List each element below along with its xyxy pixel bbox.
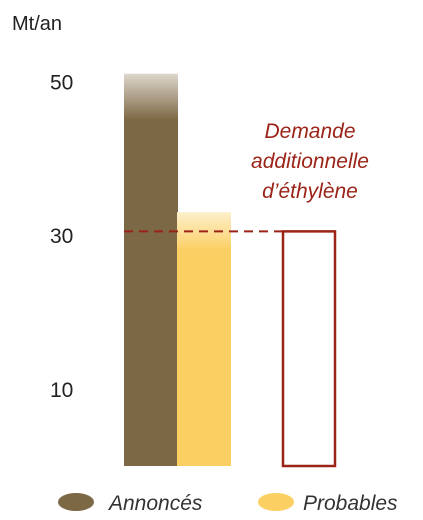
demand-annotation-line-3: d’éthylène (262, 180, 358, 203)
y-tick-label: 50 (50, 71, 73, 94)
y-axis-ticks: 50 30 10 (50, 71, 73, 402)
y-tick-label: 10 (50, 379, 73, 402)
legend: Annoncés Probables (58, 492, 398, 515)
legend-swatch-annonces (58, 493, 94, 511)
y-axis-unit-label: Mt/an (12, 13, 62, 35)
demand-outline-bar (281, 230, 337, 468)
demand-annotation-line-2: additionnelle (251, 150, 369, 173)
legend-swatch-probables (258, 493, 294, 511)
bar-annonces (124, 118, 178, 466)
demand-annotation-line-1: Demande (264, 120, 355, 143)
demand-annotation: Demande additionnelle d’éthylène (251, 120, 369, 203)
bar-fade-top-annonces (124, 73, 178, 120)
bars (124, 73, 231, 466)
legend-label-probables: Probables (303, 492, 398, 515)
y-tick-label: 30 (50, 225, 73, 248)
bar-probables (177, 249, 231, 466)
legend-label-annonces: Annoncés (107, 492, 203, 515)
